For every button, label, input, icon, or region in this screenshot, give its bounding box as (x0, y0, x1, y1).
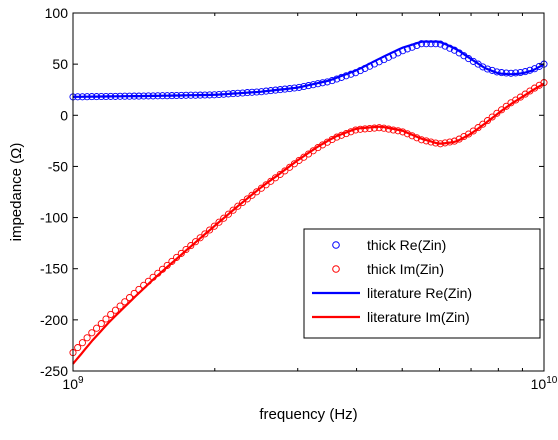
x-axis-label: frequency (Hz) (259, 406, 357, 423)
data-point-thick-re-zin (479, 63, 487, 71)
data-point-thick-im-zin (234, 202, 242, 210)
data-point-thick-im-zin (121, 298, 129, 306)
data-point-thick-im-zin (229, 206, 237, 214)
data-point-thick-im-zin (93, 324, 101, 332)
legend-label-literature-re-zin: literature Re(Zin) (367, 285, 472, 301)
data-point-thick-im-zin (201, 230, 209, 238)
legend-label-literature-im-zin: literature Im(Zin) (367, 309, 470, 325)
series-line-literature-re-zin (72, 40, 545, 98)
data-point-thick-im-zin (248, 191, 256, 199)
x-tick-label: 1010 (531, 375, 558, 392)
plot-marks (69, 40, 548, 365)
data-point-thick-im-zin (196, 234, 204, 242)
data-point-thick-im-zin (78, 339, 86, 347)
data-point-thick-im-zin (210, 222, 218, 230)
legend: thick Re(Zin) thick Im(Zin) literature Re(… (303, 228, 541, 339)
y-tick-label: -250 (40, 363, 68, 379)
y-tick-label: -150 (40, 261, 68, 277)
data-point-thick-im-zin (102, 315, 110, 323)
y-tick-label: -100 (40, 210, 68, 226)
y-axis-label: impedance (Ω) (8, 143, 25, 242)
data-point-thick-im-zin (253, 188, 261, 196)
y-tick-label: 0 (60, 107, 68, 123)
data-point-thick-im-zin (220, 214, 228, 222)
plot-frame (72, 12, 545, 372)
legend-swatch-thick-re-zin (332, 241, 340, 249)
series-line-literature-im-zin (72, 82, 545, 365)
series-literature-im-zin (72, 82, 545, 365)
data-point-thick-im-zin (224, 210, 232, 218)
data-point-thick-im-zin (239, 198, 247, 207)
data-point-thick-im-zin (107, 310, 115, 318)
y-tick-label: 100 (45, 5, 69, 21)
y-tick-label: -50 (48, 158, 68, 174)
y-tick-label: -200 (40, 312, 68, 328)
legend-box (303, 228, 541, 339)
legend-label-thick-re-zin: thick Re(Zin) (367, 237, 446, 253)
data-point-thick-im-zin (97, 320, 105, 328)
data-point-thick-im-zin (83, 334, 91, 342)
legend-swatch-thick-im-zin (332, 265, 340, 273)
y-tick-label: 50 (52, 56, 68, 72)
data-point-thick-im-zin (191, 238, 200, 246)
x-tick-label: 109 (62, 375, 84, 392)
series-thick-re-zin (69, 40, 548, 101)
data-point-thick-im-zin (88, 329, 96, 337)
data-point-thick-im-zin (111, 306, 119, 314)
data-point-thick-im-zin (257, 184, 265, 192)
data-point-thick-im-zin (116, 302, 124, 310)
data-point-thick-im-zin (74, 344, 82, 352)
data-point-thick-im-zin (187, 242, 195, 250)
data-point-thick-im-zin (243, 195, 251, 203)
data-point-thick-im-zin (206, 226, 214, 234)
data-point-thick-im-zin (215, 218, 223, 226)
series-literature-re-zin (72, 40, 545, 98)
data-point-thick-im-zin (182, 245, 190, 254)
legend-label-thick-im-zin: thick Im(Zin) (367, 261, 444, 277)
data-point-thick-im-zin (483, 117, 492, 125)
